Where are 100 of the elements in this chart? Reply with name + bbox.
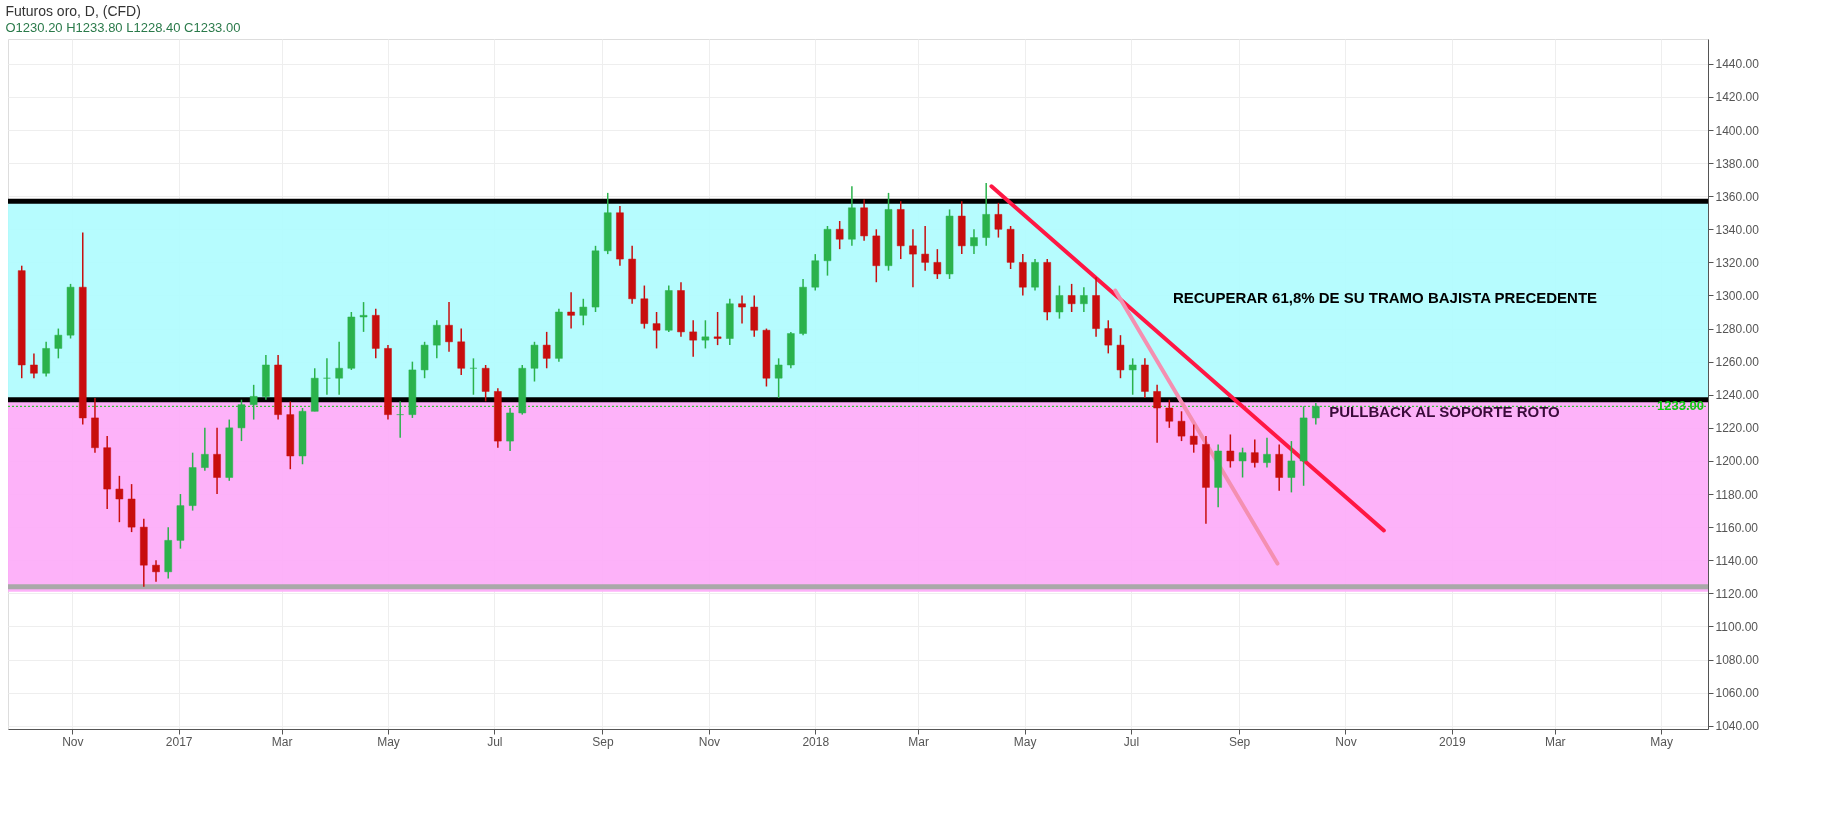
candlestick <box>1116 334 1125 379</box>
x-tick-label: Mar <box>271 734 293 749</box>
candlestick <box>811 253 820 292</box>
x-tick-label: Jul <box>1123 734 1140 749</box>
annotation: RECUPERAR 61,8% DE SU TRAMO BAJISTA PRECEDENTE <box>1172 288 1598 306</box>
x-tick-label: Nov <box>698 734 721 749</box>
candlestick <box>298 407 307 465</box>
candlestick <box>713 311 722 346</box>
x-tick-label: 2019 <box>1439 734 1467 749</box>
candlestick <box>1287 440 1296 494</box>
ref-line-label: 1233.00 <box>1657 398 1704 414</box>
x-tick-label: 2017 <box>165 734 193 749</box>
candlestick <box>518 364 527 416</box>
x-tick-label: Jul <box>487 734 503 749</box>
candlestick <box>579 298 588 327</box>
y-tick-label: 1220.00 <box>1715 421 1760 436</box>
candlestick <box>1238 446 1247 479</box>
candlestick <box>909 228 917 288</box>
x-tick-label: May <box>377 734 400 749</box>
y-tick-label: 1320.00 <box>1715 255 1760 270</box>
candlestick <box>542 331 551 370</box>
candlestick <box>127 483 136 533</box>
y-tick-label: 1100.00 <box>1715 619 1759 634</box>
y-tick-label: 1140.00 <box>1715 553 1759 568</box>
x-tick-label: May <box>1650 734 1673 749</box>
candlestick <box>994 202 1003 239</box>
y-tick-label: 1300.00 <box>1715 288 1760 303</box>
y-tick-label: 1160.00 <box>1715 520 1759 535</box>
y-tick-label: 1080.00 <box>1715 653 1760 667</box>
candlestick <box>603 192 612 255</box>
y-tick-label: 1440.00 <box>1715 57 1760 72</box>
candlestick <box>762 327 771 388</box>
y-tick-label: 1400.00 <box>1715 123 1760 138</box>
candlestick <box>17 264 26 379</box>
candlestick <box>652 311 661 350</box>
candlestick <box>921 225 929 272</box>
x-tick-label: Nov <box>1335 734 1357 749</box>
candlestick <box>359 301 368 333</box>
candlestick <box>945 208 954 280</box>
candlestick <box>933 248 942 280</box>
y-tick-label: 1340.00 <box>1715 222 1760 237</box>
candlestick <box>689 319 697 358</box>
y-tick-label: 1240.00 <box>1715 388 1760 403</box>
candlestick <box>835 220 844 250</box>
candlestick <box>1226 433 1235 469</box>
candlestick <box>30 352 38 379</box>
candlestick <box>408 360 417 419</box>
candlestick <box>1177 410 1186 442</box>
x-tick-label: May <box>1013 734 1037 749</box>
candlestick <box>701 319 710 350</box>
candlestick <box>1055 284 1064 320</box>
candlestick <box>640 284 649 330</box>
candlestick <box>66 283 75 340</box>
candlestick <box>738 294 746 325</box>
candlestick <box>176 493 185 550</box>
x-tick-label: 2018 <box>802 734 830 749</box>
candlestick <box>884 192 893 272</box>
x-tick-label: Mar <box>908 734 930 749</box>
candlestick <box>1067 283 1076 313</box>
x-tick-label: Nov <box>62 734 84 749</box>
y-tick-label: 1120.00 <box>1715 586 1759 601</box>
y-tick-label: 1040.00 <box>1715 719 1760 734</box>
y-tick-label: 1420.00 <box>1715 90 1760 105</box>
candlestick <box>310 367 319 413</box>
y-tick-label: 1200.00 <box>1715 454 1760 469</box>
x-tick-label: Sep <box>592 734 614 749</box>
y-tick-label: 1360.00 <box>1715 189 1760 204</box>
chart-subtitle: O1230.20 H1233.80 L1228.40 C1233.00 <box>5 20 241 35</box>
candlestick <box>54 327 63 360</box>
chart-title: Futuros oro, D, (CFD) <box>5 3 141 19</box>
candlestick <box>567 291 575 330</box>
annotation: PULLBACK AL SOPORTE ROTO <box>1329 402 1561 420</box>
x-tick-label: Mar <box>1544 734 1566 749</box>
candlestick <box>188 451 197 512</box>
y-tick-label: 1060.00 <box>1715 686 1760 701</box>
candlestick <box>1104 319 1113 355</box>
y-tick-label: 1380.00 <box>1715 156 1760 171</box>
candlestick <box>286 400 295 470</box>
candlestick <box>249 384 258 421</box>
candlestick <box>1128 357 1137 396</box>
candlestick <box>481 364 490 403</box>
candlestick <box>1165 398 1174 429</box>
candlestick <box>591 245 600 313</box>
candlestick <box>237 398 246 442</box>
x-tick-label: Sep <box>1228 734 1251 749</box>
candlestick <box>1189 423 1198 454</box>
y-tick-label: 1280.00 <box>1715 322 1760 337</box>
candlestick <box>347 311 356 371</box>
candlestick <box>115 475 124 523</box>
candlestick <box>1006 225 1015 270</box>
candlestick <box>774 357 783 399</box>
candlestick <box>225 418 234 482</box>
candlestick <box>872 228 881 283</box>
candlestick <box>420 341 429 379</box>
candlestick <box>823 225 832 277</box>
candlestick <box>1299 405 1308 487</box>
candlestick <box>530 341 539 383</box>
y-tick-label: 1260.00 <box>1715 355 1760 370</box>
candlestick <box>896 200 905 260</box>
y-tick-label: 1180.00 <box>1715 487 1759 502</box>
